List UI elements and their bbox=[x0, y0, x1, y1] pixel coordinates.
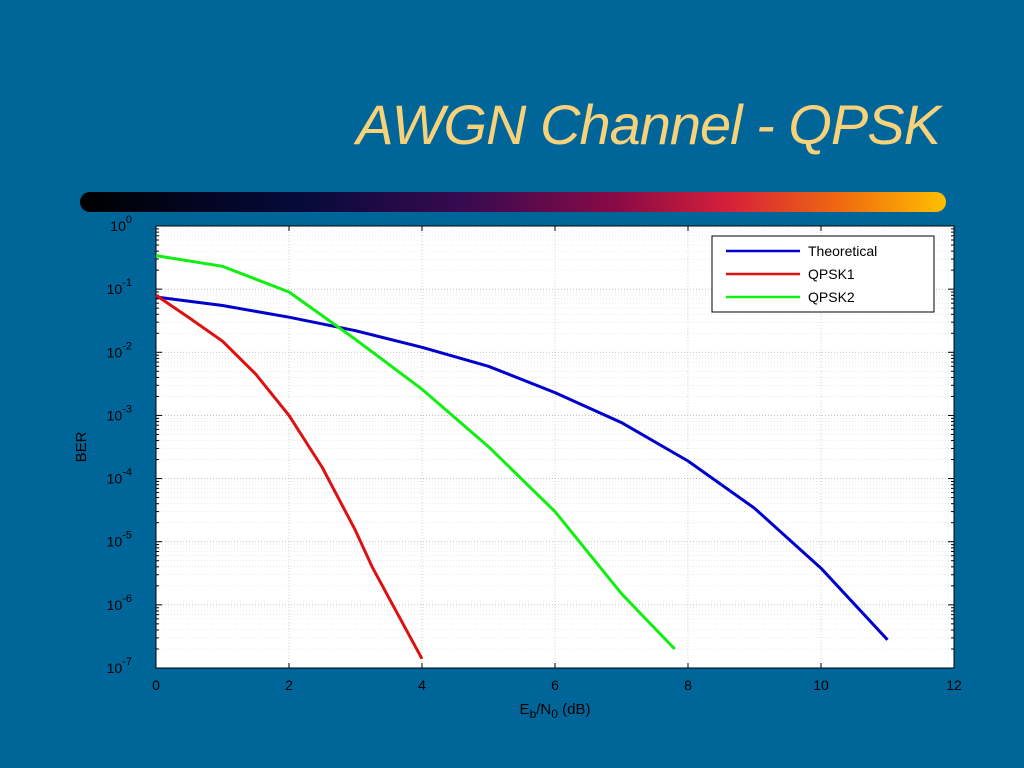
legend-label: QPSK2 bbox=[808, 289, 855, 305]
legend-box bbox=[711, 235, 935, 313]
x-label-sub-0: 0 bbox=[551, 707, 558, 721]
y-tick-label: 10-4 bbox=[107, 467, 132, 487]
x-tick-label: 4 bbox=[418, 677, 426, 693]
axis-ticks bbox=[155, 226, 955, 669]
series-line-theoretical bbox=[155, 295, 889, 641]
series-line-qpsk1 bbox=[155, 294, 424, 660]
x-tick-label: 10 bbox=[813, 677, 829, 693]
y-tick-label: 10-6 bbox=[107, 593, 132, 613]
x-tick-label: 0 bbox=[152, 677, 160, 693]
series-line-qpsk2 bbox=[155, 254, 676, 651]
x-tick-label: 2 bbox=[285, 677, 293, 693]
y-tick-label: 10-3 bbox=[107, 403, 132, 423]
series-lines bbox=[155, 254, 889, 660]
y-tick-label: 10-7 bbox=[107, 656, 132, 676]
x-axis-label: Eb/N0 (dB) bbox=[520, 701, 591, 721]
x-tick-label: 6 bbox=[551, 677, 559, 693]
title-gradient-bar bbox=[80, 192, 946, 212]
slide-title: AWGN Channel - QPSK bbox=[356, 93, 941, 156]
x-label-sub-b: b bbox=[530, 707, 537, 721]
x-label-e: E bbox=[520, 701, 530, 718]
x-tick-label: 8 bbox=[684, 677, 692, 693]
y-axis-label: BER bbox=[73, 431, 90, 462]
y-tick-label: 10-1 bbox=[107, 277, 132, 297]
legend-label: QPSK1 bbox=[808, 266, 855, 282]
x-tick-label: 12 bbox=[946, 677, 962, 693]
y-tick-labels: 100 10-1 10-2 10-3 10-4 10-5 10-6 10-7 bbox=[107, 214, 132, 676]
grid-lines bbox=[156, 226, 954, 668]
x-tick-labels: 0 2 4 6 8 10 12 bbox=[152, 677, 962, 693]
y-tick-label: 10-2 bbox=[107, 340, 132, 360]
x-label-over-n: /N bbox=[536, 701, 551, 718]
y-tick-label: 10-5 bbox=[107, 530, 132, 550]
legend-label: Theoretical bbox=[808, 243, 877, 259]
x-label-unit: (dB) bbox=[558, 701, 591, 718]
y-tick-label: 100 bbox=[110, 214, 132, 234]
legend: Theoretical QPSK1 QPSK2 bbox=[711, 235, 935, 313]
